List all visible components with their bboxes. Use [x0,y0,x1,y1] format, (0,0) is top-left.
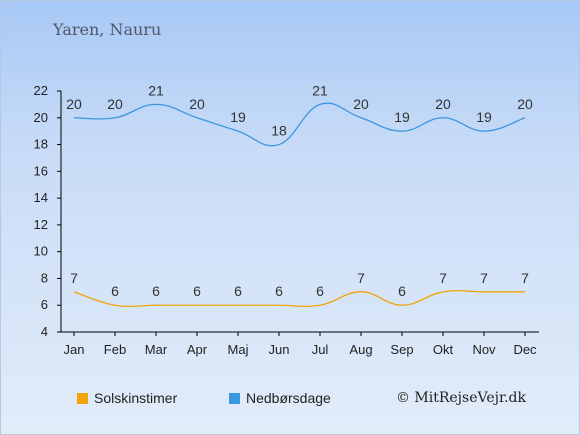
data-label-rain: 19 [394,109,410,125]
data-label-sun: 7 [357,270,365,286]
data-label-rain: 19 [230,109,246,125]
data-label-rain: 20 [353,96,369,112]
x-tick-label: Aug [349,342,372,357]
data-label-rain: 20 [107,96,123,112]
y-tick-label: 22 [34,83,48,98]
data-label-rain: 20 [189,96,205,112]
data-label-sun: 6 [316,283,324,299]
x-tick-label: Apr [187,342,208,357]
data-label-sun: 7 [480,270,488,286]
x-tick-label: Jan [64,342,85,357]
axes-group: 4 6 8 10 12 14 16 18 20 22 Jan Feb Mar Apr Maj Jun Jul Au… [34,83,539,357]
data-label-rain: 20 [435,96,451,112]
x-tick-label: Nov [472,342,496,357]
legend-item-rain: Nedbørsdage [229,390,331,406]
x-tick-label: Mar [145,342,168,357]
series-line-rain [73,102,526,147]
y-tick-label: 6 [41,297,48,312]
data-label-sun: 6 [275,283,283,299]
data-label-sun: 6 [234,283,242,299]
x-tick-label: Okt [433,342,454,357]
data-label-sun: 7 [439,270,447,286]
y-tick-label: 4 [41,324,48,339]
legend-swatch-rain [229,392,240,404]
data-label-rain: 19 [476,109,492,125]
legend-label-rain: Nedbørsdage [246,390,331,406]
x-tick-label: Dec [513,342,537,357]
data-label-sun: 7 [521,270,529,286]
copyright-text: © MitRejseVejr.dk [395,390,526,406]
data-label-sun: 6 [111,283,119,299]
x-tick-label: Jun [269,342,290,357]
y-tick-label: 20 [34,110,48,125]
data-label-sun: 6 [152,283,160,299]
x-tick-label: Feb [104,342,126,357]
data-label-rain: 18 [271,123,287,139]
chart-title: Yaren, Nauru [53,20,162,39]
data-label-rain: 20 [66,96,82,112]
series-group [73,102,526,308]
x-tick-label: Sep [390,342,413,357]
legend-label-sun: Solskinstimer [94,390,178,406]
legend-item-sun: Solskinstimer [77,390,177,406]
data-label-rain: 21 [148,82,164,98]
data-label-sun: 7 [70,270,78,286]
y-tick-label: 18 [34,137,48,152]
data-labels-group: 7 6 6 6 6 6 6 7 6 7 7 7 20 20 21 20 19 18 21 20 19 20 19 20 [66,82,533,299]
data-label-sun: 6 [398,283,406,299]
data-label-rain: 20 [517,96,533,112]
data-label-rain: 21 [312,82,328,98]
legend-swatch-sun [77,392,88,404]
y-tick-label: 8 [41,270,48,285]
y-tick-label: 14 [34,190,48,205]
y-tick-label: 16 [34,163,48,178]
y-tick-label: 12 [34,217,48,232]
data-label-sun: 6 [193,283,201,299]
y-tick-label: 10 [34,244,48,259]
series-line-sun [73,290,525,308]
x-tick-label: Jul [312,342,329,357]
x-tick-label: Maj [228,342,249,357]
